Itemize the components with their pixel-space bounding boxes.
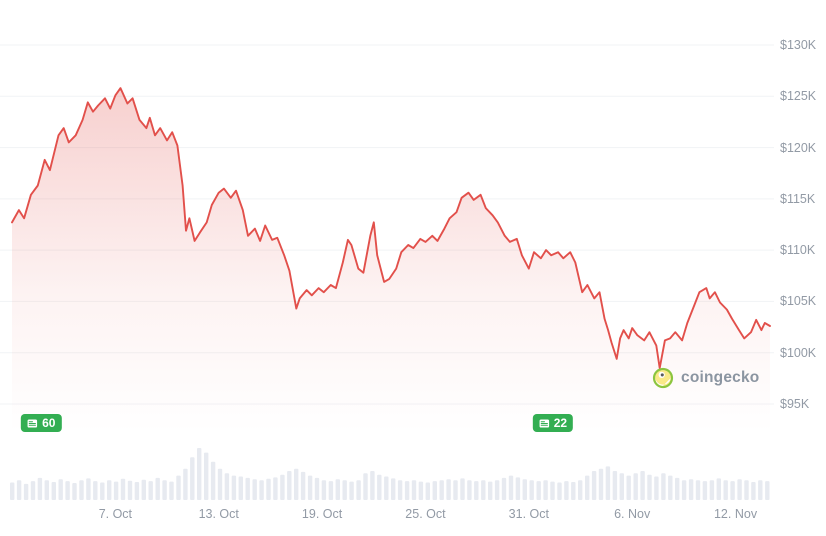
x-axis-label: 6. Nov — [614, 507, 651, 521]
x-axis-label: 19. Oct — [301, 507, 343, 521]
coingecko-logo-icon — [652, 367, 674, 389]
y-axis-label: $125K — [780, 89, 817, 104]
y-axis-label: $105K — [780, 294, 817, 309]
x-axis-label: 25. Oct — [405, 507, 446, 521]
y-axis-label: $100K — [780, 345, 817, 360]
y-axis-label: $115K — [780, 191, 816, 206]
watermark: coingecko — [652, 367, 759, 389]
x-axis-label: 31. Oct — [508, 507, 549, 521]
y-axis-label: $120K — [780, 140, 817, 155]
x-axis-label: 7. Oct — [98, 507, 133, 521]
event-badge[interactable]: 60 — [21, 414, 62, 432]
event-badge-count: 60 — [42, 416, 56, 430]
volume-bars — [10, 448, 770, 500]
event-badge-count: 22 — [553, 416, 568, 430]
news-icon — [539, 418, 550, 428]
x-axis-label: 13. Oct — [198, 507, 239, 521]
watermark-text: coingecko — [681, 369, 760, 386]
y-axis-label: $130K — [780, 38, 817, 52]
event-badge[interactable]: 22 — [532, 414, 574, 432]
price-line — [11, 87, 771, 370]
price-area — [12, 88, 770, 432]
y-axis-label: $95K — [780, 397, 810, 411]
x-axis-label: 12. Nov — [713, 507, 758, 521]
y-axis-label: $110K — [780, 243, 816, 258]
news-icon — [27, 418, 38, 428]
